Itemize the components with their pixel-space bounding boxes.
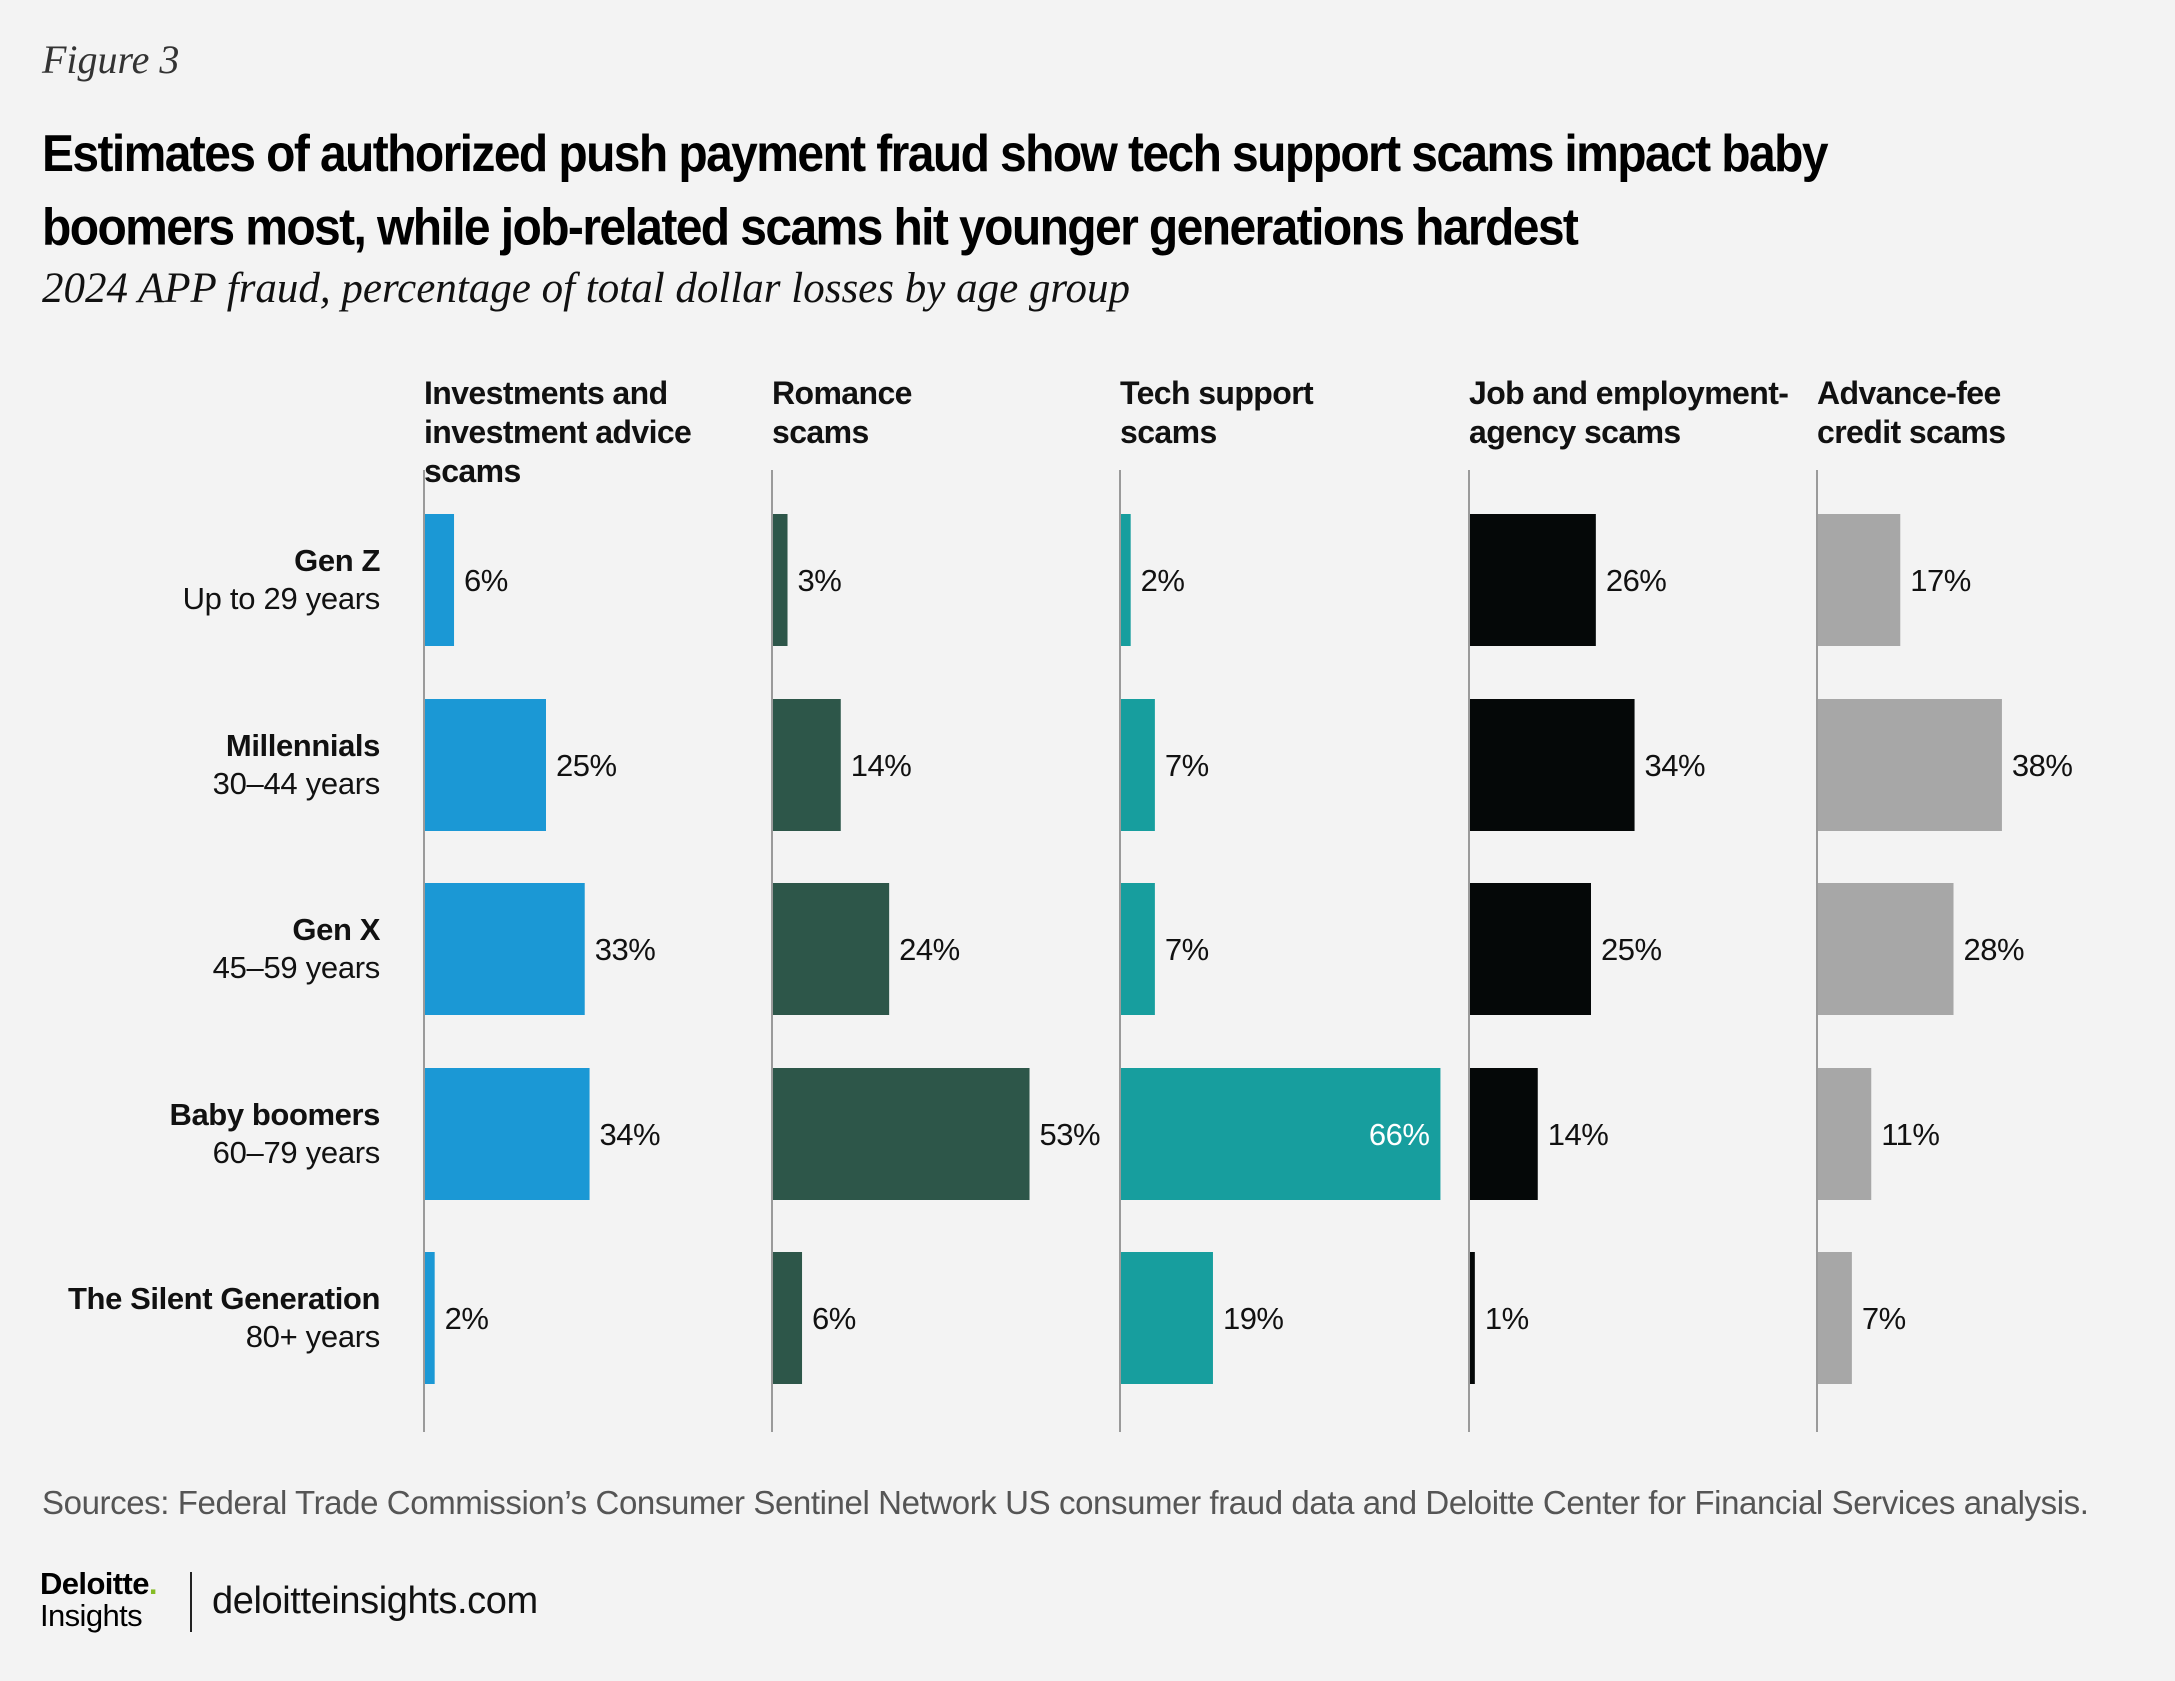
row-label: Gen Z Up to 29 years [20, 542, 381, 618]
chart-title-line-1: Estimates of authorized push payment fra… [42, 125, 1829, 183]
data-label: 2% [445, 1301, 489, 1336]
series-header-line: scams [1120, 414, 1217, 450]
chart-title-line-2: boomers most, while job-related scams hi… [42, 199, 1579, 257]
data-label: 26% [1606, 563, 1667, 598]
data-label: 19% [1223, 1301, 1284, 1336]
generation-name: Baby boomers [169, 1097, 380, 1132]
chart-title: Estimates of authorized push payment fra… [42, 118, 2042, 265]
logo-brand: Deloitte. [40, 1566, 158, 1601]
data-label: 17% [1910, 563, 1971, 598]
bar [425, 883, 585, 1015]
source-note: Sources: Federal Trade Commission’s Cons… [42, 1484, 2089, 1521]
series-header: Romance scams [772, 374, 1092, 452]
data-label: 34% [600, 1117, 661, 1152]
data-label: 25% [1601, 932, 1662, 967]
data-label: 11% [1881, 1117, 1939, 1152]
site-url: deloitteinsights.com [212, 1580, 538, 1622]
series-header-line: investment advice [424, 414, 692, 450]
bar [773, 1068, 1030, 1200]
bar [1470, 1252, 1475, 1384]
bar [1818, 1068, 1872, 1200]
data-label: 1% [1485, 1301, 1529, 1336]
age-range: Up to 29 years [182, 581, 381, 616]
row-label: Millennials 30–44 years [20, 727, 381, 803]
series-header-line: Advance-fee [1817, 375, 2001, 411]
data-label: 28% [1964, 932, 2025, 967]
data-label: 53% [1040, 1117, 1101, 1152]
deloitte-logo: Deloitte. Insights [40, 1566, 158, 1633]
generation-name: Gen X [292, 912, 380, 947]
data-label: 6% [812, 1301, 856, 1336]
series-header-line: Investments and [424, 375, 668, 411]
series-header: Tech support scams [1120, 374, 1440, 452]
series-header: Job and employment-agency scams [1469, 374, 1789, 452]
bar [1470, 514, 1596, 646]
data-label: 2% [1141, 563, 1185, 598]
bar [1121, 1252, 1213, 1384]
bar [1121, 699, 1155, 831]
chart-subtitle: 2024 APP fraud, percentage of total doll… [42, 265, 1131, 312]
bar [1818, 514, 1901, 646]
bar [1121, 514, 1131, 646]
bar [773, 514, 788, 646]
bar [1121, 883, 1155, 1015]
series-header-line: credit scams [1817, 414, 2006, 450]
row-label: Gen X 45–59 years [20, 911, 381, 987]
logo-sub: Insights [40, 1598, 143, 1633]
data-label: 14% [851, 748, 912, 783]
series-header-line: scams [772, 414, 869, 450]
logo-separator [190, 1572, 192, 1632]
bar [1818, 883, 1954, 1015]
bar [773, 883, 890, 1015]
generation-name: Millennials [225, 728, 380, 763]
generation-name: Gen Z [294, 543, 380, 578]
data-label: 3% [798, 563, 842, 598]
age-range: 30–44 years [212, 766, 381, 801]
generation-name: The Silent Generation [68, 1281, 380, 1316]
data-label: 33% [595, 932, 656, 967]
series-header: Investments and investment advice scams [424, 374, 744, 491]
data-label: 7% [1862, 1301, 1906, 1336]
bar [1470, 883, 1591, 1015]
figure-label: Figure 3 [42, 37, 180, 82]
row-label: The Silent Generation 80+ years [20, 1280, 380, 1356]
bar [425, 1068, 590, 1200]
chart-svg: 6% 25% 33% 34% 2% 3% 14% 24% 53% 6% 2% 7% 7% 66% 19% 26… [423, 470, 2073, 1432]
data-label: 24% [899, 932, 960, 967]
row-label: Baby boomers 60–79 years [20, 1096, 380, 1172]
bar [773, 1252, 803, 1384]
data-label: 25% [556, 748, 617, 783]
data-label: 38% [2012, 748, 2073, 783]
bar [425, 699, 546, 831]
series-header-line: Romance [772, 375, 912, 411]
data-label: 7% [1165, 748, 1209, 783]
data-label: 34% [1645, 748, 1706, 783]
bar [1470, 1068, 1538, 1200]
series-header-line: Job and employment- [1469, 375, 1789, 411]
series-header-line: scams [424, 453, 521, 489]
bar [1818, 699, 2002, 831]
bar [1818, 1252, 1852, 1384]
bar [1121, 1068, 1441, 1200]
data-label: 14% [1548, 1117, 1609, 1152]
age-range: 45–59 years [212, 950, 381, 985]
bar [773, 699, 841, 831]
data-label: 66% [1369, 1117, 1430, 1152]
series-header-line: agency scams [1469, 414, 1681, 450]
data-label: 6% [464, 563, 508, 598]
age-range: 80+ years [245, 1319, 381, 1354]
bar [425, 514, 455, 646]
series-header-line: Tech support [1120, 375, 1314, 411]
data-label: 7% [1165, 932, 1209, 967]
bar [1470, 699, 1635, 831]
series-header: Advance-fee credit scams [1817, 374, 2137, 452]
age-range: 60–79 years [212, 1135, 381, 1170]
bar [425, 1252, 435, 1384]
